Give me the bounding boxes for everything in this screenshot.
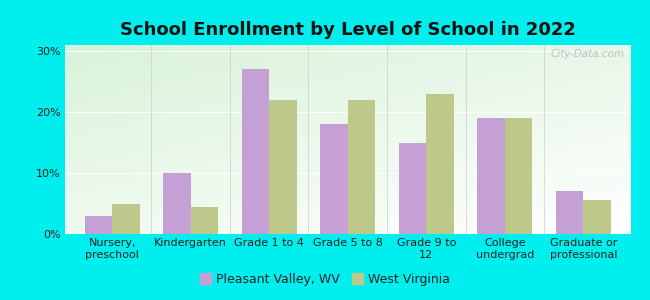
- Bar: [112, 203, 140, 234]
- Bar: [556, 191, 584, 234]
- Bar: [505, 118, 532, 234]
- Bar: [477, 118, 505, 234]
- Title: School Enrollment by Level of School in 2022: School Enrollment by Level of School in …: [120, 21, 576, 39]
- Bar: [320, 124, 348, 234]
- Bar: [584, 200, 611, 234]
- Bar: [190, 207, 218, 234]
- Bar: [426, 94, 454, 234]
- Bar: [242, 69, 269, 234]
- Bar: [399, 142, 426, 234]
- Bar: [163, 173, 190, 234]
- Bar: [269, 100, 296, 234]
- Text: City-Data.com: City-Data.com: [551, 49, 625, 59]
- Bar: [84, 216, 112, 234]
- Legend: Pleasant Valley, WV, West Virginia: Pleasant Valley, WV, West Virginia: [194, 268, 456, 291]
- Bar: [348, 100, 375, 234]
